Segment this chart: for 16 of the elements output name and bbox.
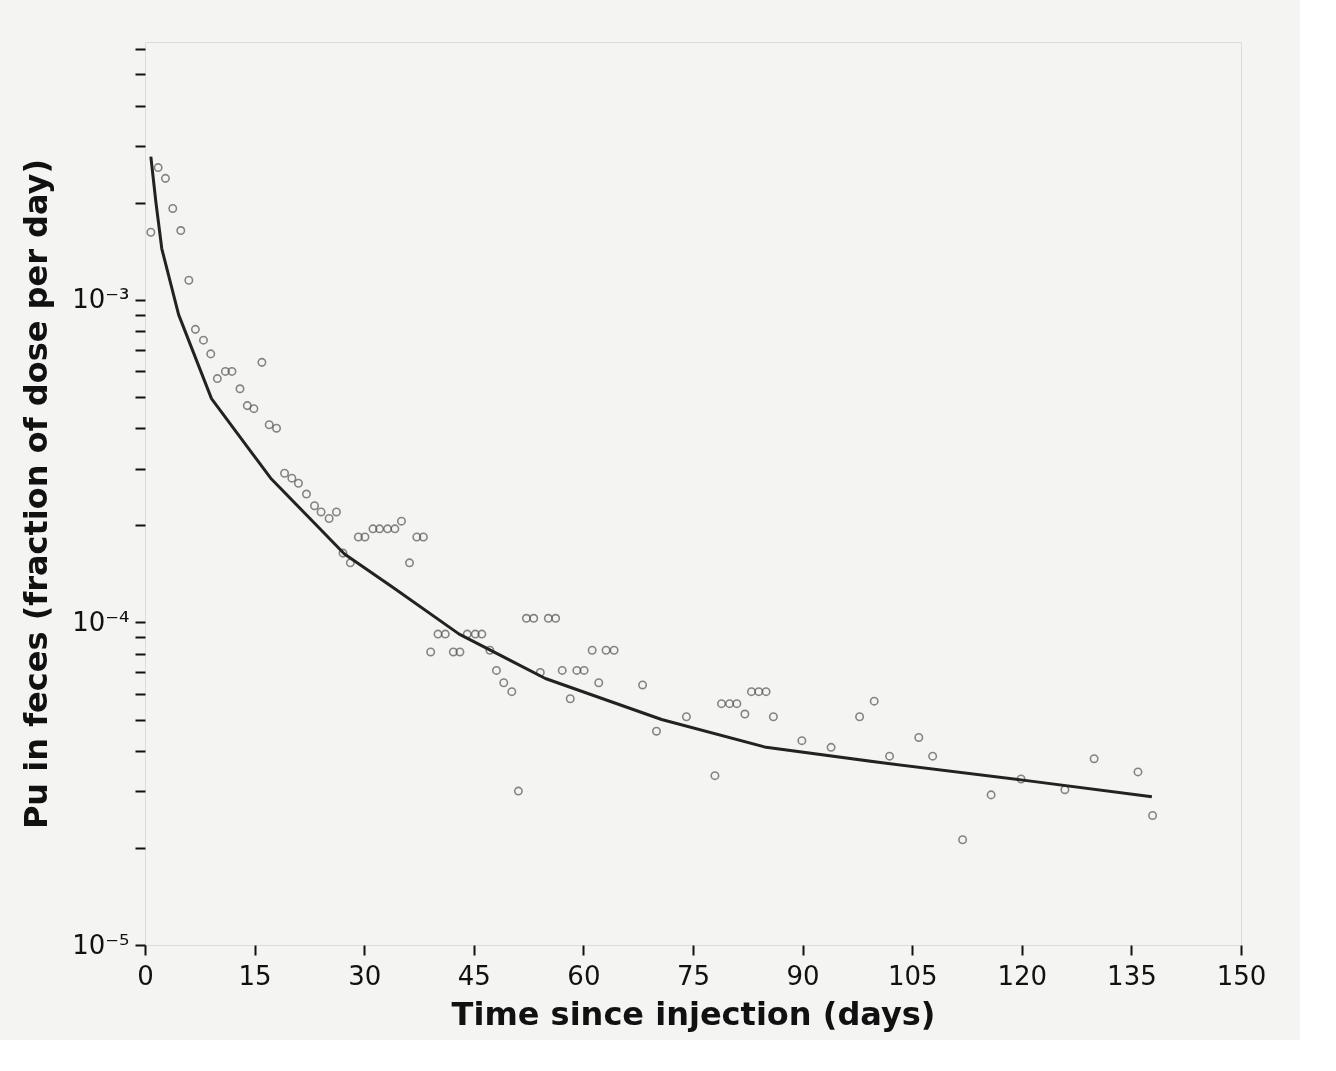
x-tick-label: 135 bbox=[1107, 960, 1157, 991]
x-tick-label: 0 bbox=[137, 960, 154, 991]
x-tick-label: 90 bbox=[786, 960, 820, 991]
x-tick-label: 30 bbox=[348, 960, 382, 991]
y-tick-label: 10⁻⁵ bbox=[72, 929, 130, 960]
y-tick-label: 10⁻³ bbox=[72, 284, 130, 315]
y-tick-label: 10⁻⁴ bbox=[72, 606, 130, 637]
x-tick-label: 150 bbox=[1216, 960, 1267, 991]
x-tick-label: 75 bbox=[676, 960, 711, 991]
y-axis-title: Pu in feces (fraction of dose per day) bbox=[17, 158, 56, 830]
x-tick-label: 105 bbox=[887, 960, 938, 991]
x-tick-label: 60 bbox=[567, 960, 601, 991]
x-axis-title: Time since injection (days) bbox=[451, 994, 936, 1033]
x-tick-label: 15 bbox=[238, 960, 272, 991]
x-tick-label: 120 bbox=[997, 960, 1048, 991]
x-tick-label: 45 bbox=[457, 960, 491, 991]
